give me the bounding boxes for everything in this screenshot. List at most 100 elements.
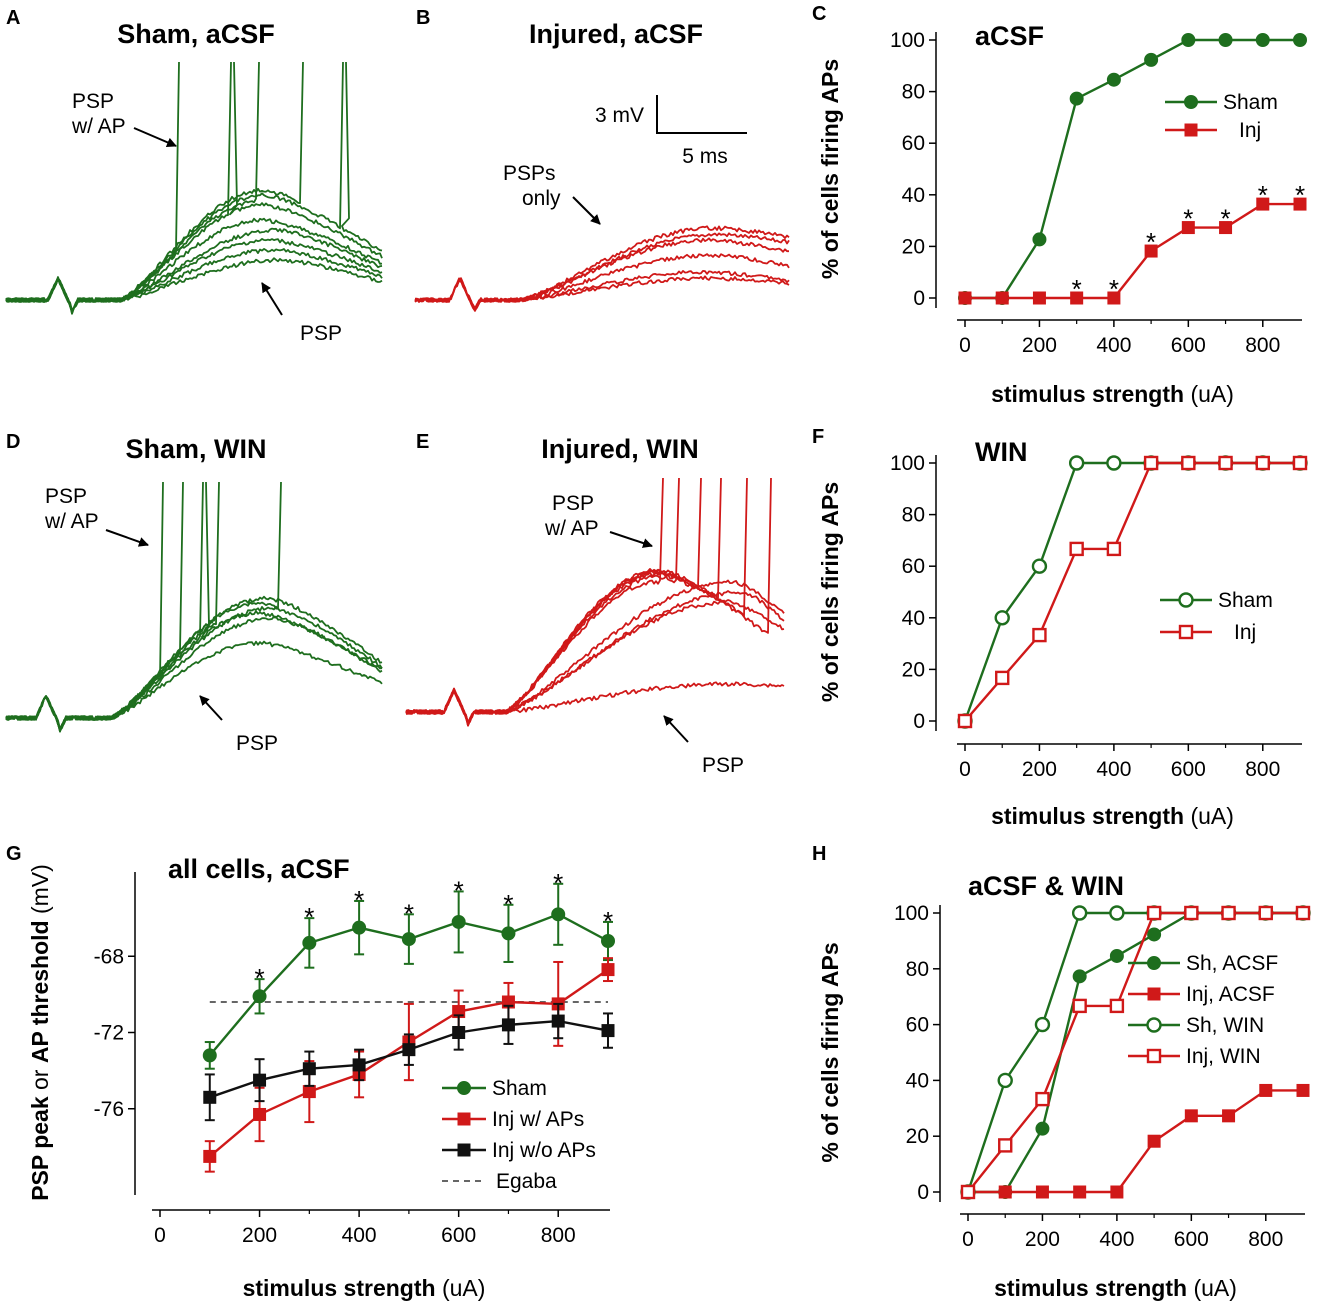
- y-axis-label: PSP peak or AP threshold (mV): [27, 864, 53, 1201]
- panel-a: A Sham, aCSF PSP w/ AP PSP: [5, 7, 383, 345]
- x-tick-label: 600: [1174, 1228, 1209, 1251]
- data-point: [1106, 72, 1121, 87]
- annotation-psp-with-ap: PSP w/ AP: [71, 90, 126, 138]
- data-point: [302, 1085, 316, 1099]
- voltage-trace: [405, 579, 785, 724]
- data-point: [997, 1072, 1013, 1089]
- data-point: [1072, 998, 1087, 1014]
- data-point: [1034, 1016, 1051, 1033]
- y-axis-label-main: % of cells firing APs: [817, 59, 843, 279]
- y-axis-label-part: PSP peak: [27, 1096, 53, 1201]
- y-tick-label: 40: [902, 607, 925, 630]
- data-point: [452, 1026, 466, 1039]
- x-axis-label: stimulus strength (uA): [991, 381, 1234, 407]
- legend-marker: [1178, 592, 1194, 608]
- y-axis-label-main: % of cells firing APs: [817, 942, 843, 1162]
- data-point: [1069, 91, 1084, 106]
- voltage-trace: [5, 61, 383, 314]
- data-point: [1144, 52, 1159, 67]
- data-point: [601, 963, 615, 977]
- voltage-trace: [5, 217, 383, 313]
- data-point: [1181, 33, 1196, 47]
- significance-star: *: [1109, 274, 1119, 304]
- data-point: [1143, 455, 1159, 471]
- data-point: [1072, 969, 1087, 984]
- data-point: [253, 1073, 267, 1087]
- legend-label: Inj w/ APs: [492, 1108, 584, 1131]
- x-axis-label-unit: (uA): [1187, 1275, 1237, 1301]
- y-axis-label-part: AP threshold: [27, 920, 53, 1063]
- x-tick-label: 200: [1022, 334, 1057, 357]
- panel-label-b: B: [416, 7, 430, 29]
- data-point: [960, 1184, 976, 1200]
- annotation-psps-only: PSPs only: [503, 162, 561, 210]
- data-point: [1109, 948, 1124, 963]
- chart-title: aCSF: [975, 21, 1044, 51]
- y-tick-label: 60: [902, 132, 925, 155]
- legend: Sh, ACSF Inj, ACSF Sh, WIN Inj, WIN: [1128, 952, 1278, 1068]
- data-point: [1073, 1185, 1087, 1199]
- panel-label-g: G: [6, 843, 22, 865]
- data-point: [1295, 905, 1311, 921]
- voltage-trace: [414, 225, 790, 310]
- y-tick-label: 20: [902, 235, 925, 258]
- legend-label: Egaba: [496, 1170, 557, 1193]
- panel-label-c: C: [812, 3, 826, 25]
- data-point: [1069, 541, 1084, 557]
- x-axis-label-unit: (uA): [1184, 381, 1234, 407]
- data-point: [1222, 1109, 1236, 1123]
- legend-label: Sh, WIN: [1186, 1014, 1264, 1037]
- x-tick-label: 400: [1099, 1228, 1134, 1251]
- significance-star: *: [1072, 274, 1082, 304]
- data-point: [401, 932, 416, 947]
- y-tick-label: 60: [906, 1014, 929, 1037]
- data-point: [1184, 1109, 1198, 1123]
- data-point: [1031, 558, 1048, 574]
- panel-label-e: E: [416, 431, 429, 453]
- x-tick-label: 400: [342, 1224, 377, 1247]
- voltage-trace: [5, 257, 383, 314]
- voltage-trace: [414, 270, 790, 311]
- significance-star: *: [1258, 180, 1268, 210]
- data-point: [501, 926, 516, 941]
- data-point: [1035, 1121, 1050, 1136]
- y-tick-label: 0: [913, 287, 925, 310]
- series-line: [965, 202, 1300, 300]
- data-point: [1032, 627, 1047, 643]
- voltage-trace: [5, 640, 383, 729]
- data-point: [1259, 1083, 1273, 1097]
- data-point: [402, 1043, 416, 1057]
- significance-star: *: [454, 875, 464, 905]
- annotation-psp-with-ap: PSP w/ AP: [544, 492, 600, 540]
- trace-set-b: [414, 225, 790, 312]
- series-inj-w-o-aps: [203, 1002, 615, 1122]
- x-tick-label: 200: [1022, 758, 1057, 781]
- trace-set-a: [5, 61, 383, 315]
- x-tick-label: 0: [962, 1228, 974, 1251]
- data-point: [1032, 291, 1046, 305]
- data-point: [1032, 232, 1047, 247]
- legend-marker: [457, 1081, 471, 1095]
- chart-title: WIN: [975, 437, 1027, 467]
- data-point: [1258, 905, 1273, 921]
- data-point: [1293, 33, 1307, 47]
- data-point: [1035, 1091, 1050, 1107]
- ann-psps: PSPs: [503, 162, 556, 185]
- data-point: [203, 1149, 217, 1163]
- data-point: [1219, 221, 1233, 235]
- voltage-trace: [5, 238, 383, 311]
- y-tick-label: 80: [902, 504, 925, 527]
- data-point: [253, 1107, 267, 1121]
- voltage-trace: [405, 681, 785, 726]
- y-tick-label: 60: [902, 555, 925, 578]
- y-tick-label: -68: [94, 945, 124, 968]
- scale-bar-time: 5 ms: [682, 145, 728, 168]
- annotation-psp: PSP: [702, 754, 744, 777]
- data-point: [1107, 291, 1121, 305]
- legend-marker: [1184, 123, 1198, 137]
- legend-label: Sham: [1223, 91, 1278, 114]
- legend-label: Inj: [1234, 621, 1256, 644]
- x-axis-label-unit: (uA): [436, 1275, 486, 1301]
